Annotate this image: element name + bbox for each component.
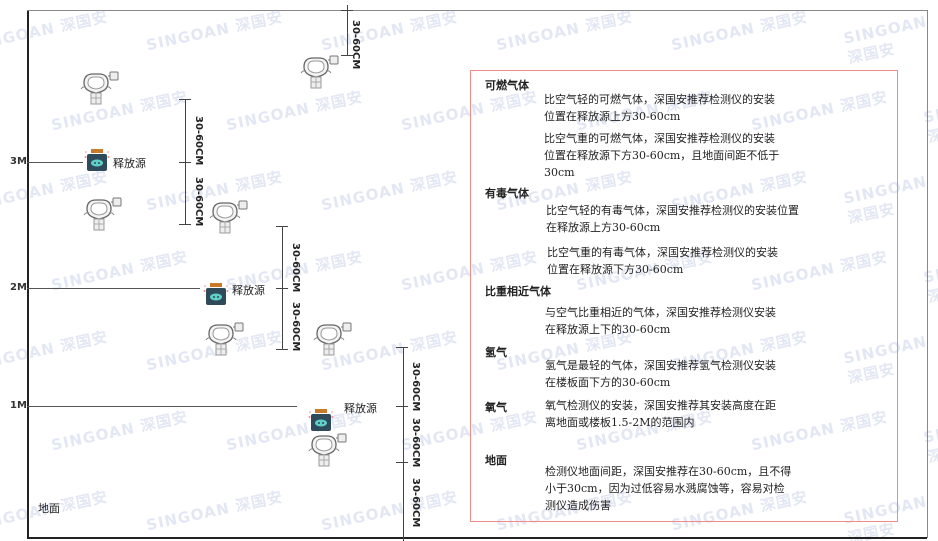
level-1m-label: 1M bbox=[10, 400, 27, 411]
gas-detector-icon bbox=[207, 200, 249, 238]
dimension-tick bbox=[341, 10, 353, 11]
dimension-tick bbox=[179, 99, 191, 100]
gas-detector-icon bbox=[81, 197, 123, 235]
dimension-tick bbox=[276, 226, 288, 227]
dimension-label: 30-60CM bbox=[193, 177, 204, 227]
gas-detector-icon bbox=[298, 55, 340, 93]
dimension-tick bbox=[276, 288, 288, 289]
dimension-tick bbox=[396, 347, 408, 348]
section-heading-similar-density: 比重相近气体 bbox=[485, 285, 551, 298]
release-source-icon bbox=[84, 148, 110, 176]
watermark-logo: SINGOAN 深国安 bbox=[494, 7, 635, 55]
release-source-icon bbox=[203, 282, 229, 310]
dimension-label: 30-60CM bbox=[193, 116, 204, 166]
ground-label: 地面 bbox=[38, 502, 60, 515]
watermark-logo: SINGOAN 深国安 bbox=[144, 487, 285, 535]
release-source-label: 释放源 bbox=[344, 402, 377, 415]
watermark-logo: SINGOAN 深国安 bbox=[921, 411, 938, 467]
watermark-logo: SINGOAN 深国安 bbox=[841, 12, 929, 68]
level-1m-line bbox=[27, 406, 297, 407]
dimension-tick bbox=[276, 349, 288, 350]
right-border bbox=[927, 10, 928, 538]
dimension-tick bbox=[341, 55, 353, 56]
section-text: 比空气重的有毒气体，深国安推荐检测仪的安装 位置在释放源下方30-60cm bbox=[547, 246, 778, 276]
section-text: 比空气轻的有毒气体，深国安推荐检测仪的安装位置 在释放源上方30-60cm bbox=[546, 204, 799, 234]
dimension-line bbox=[403, 347, 404, 541]
section-text: 氧气检测仪的安装，深国安推荐其安装高度在距 离地面或楼板1.5-2M的范围内 bbox=[545, 399, 776, 429]
wall-line bbox=[27, 10, 29, 538]
section-text: 氢气是最轻的气体，深国安推荐氢气检测仪安装 在楼板面下方的30-60cm bbox=[545, 359, 776, 389]
ceiling-line bbox=[27, 10, 927, 11]
gas-detector-icon bbox=[78, 71, 120, 109]
release-source-label: 释放源 bbox=[113, 157, 146, 170]
dimension-label: 30-60CM bbox=[410, 362, 421, 412]
section-heading-combustible: 可燃气体 bbox=[485, 79, 529, 92]
release-source-label: 释放源 bbox=[232, 284, 265, 297]
dimension-label: 30-60CM bbox=[290, 302, 301, 352]
dimension-tick bbox=[179, 224, 191, 225]
dimension-label: 30-60CM bbox=[410, 478, 421, 528]
watermark-logo: SINGOAN 深国安 bbox=[0, 7, 110, 55]
dimension-tick bbox=[396, 406, 408, 407]
level-3m-line bbox=[27, 162, 83, 163]
section-text: 比空气轻的可燃气体，深国安推荐检测仪的安装 位置在释放源上方30-60cm bbox=[544, 93, 775, 123]
watermark-logo: SINGOAN 深国安 bbox=[0, 327, 110, 375]
dimension-label: 30-60CM bbox=[410, 418, 421, 468]
dimension-label: 30-60CM bbox=[350, 20, 361, 70]
watermark-logo: SINGOAN 深国安 bbox=[49, 407, 190, 455]
release-source-icon bbox=[308, 408, 334, 436]
dimension-tick bbox=[396, 462, 408, 463]
dimension-tick bbox=[179, 162, 191, 163]
dimension-line bbox=[347, 5, 348, 55]
section-heading-ground: 地面 bbox=[485, 454, 507, 467]
gas-detector-icon bbox=[203, 322, 245, 360]
level-2m-label: 2M bbox=[10, 282, 27, 293]
section-heading-toxic: 有毒气体 bbox=[485, 187, 529, 200]
watermark-logo: SINGOAN 深国安 bbox=[224, 87, 365, 135]
watermark-logo: SINGOAN 深国安 bbox=[144, 7, 285, 55]
info-panel bbox=[470, 70, 898, 522]
watermark-logo: SINGOAN 深国安 bbox=[319, 7, 460, 55]
watermark-logo: SINGOAN 深国安 bbox=[921, 91, 938, 147]
watermark-logo: SINGOAN 深国安 bbox=[319, 167, 460, 215]
gas-detector-icon bbox=[311, 322, 353, 360]
floor-line bbox=[27, 537, 927, 539]
section-text: 比空气重的可燃气体，深国安推荐检测仪的安装 位置在释放源下方30-60cm，且地… bbox=[544, 132, 780, 179]
gas-detector-icon bbox=[306, 433, 348, 471]
watermark-logo: SINGOAN 深国安 bbox=[921, 251, 938, 307]
section-heading-oxygen: 氧气 bbox=[485, 401, 507, 414]
watermark-logo: SINGOAN 深国安 bbox=[319, 487, 460, 535]
section-heading-hydrogen: 氢气 bbox=[485, 346, 507, 359]
dimension-label: 30-60CM bbox=[290, 243, 301, 293]
section-text: 与空气比重相近的气体，深国安推荐检测仪安装 在释放源上下的30-60cm bbox=[545, 306, 776, 336]
section-text: 检测仪地面间距，深国安推荐在30-60cm，且不得 小于30cm，因为过低容易水… bbox=[545, 465, 792, 512]
watermark-logo: SINGOAN 深国安 bbox=[669, 7, 810, 55]
level-3m-label: 3M bbox=[10, 156, 27, 167]
level-2m-line bbox=[27, 288, 200, 289]
